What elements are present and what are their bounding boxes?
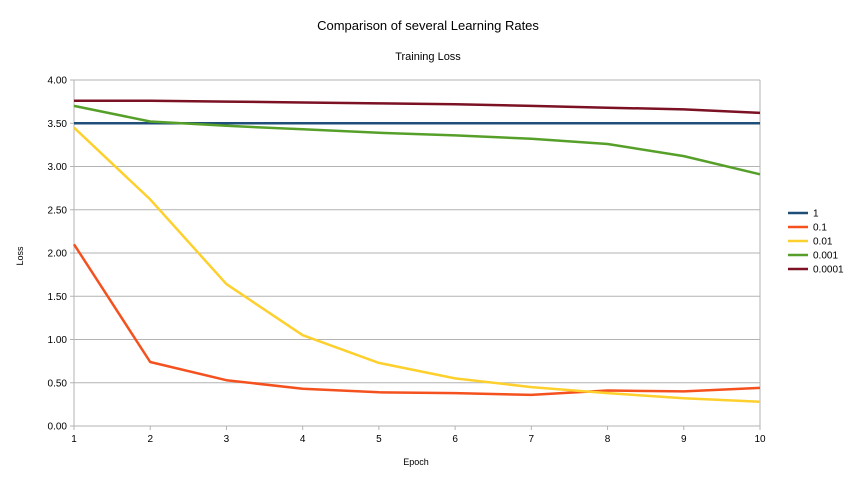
legend-label-4: 0.0001 [813, 265, 844, 276]
gridlines [70, 79, 761, 430]
x-axis-ticks: 1 2 3 4 5 6 7 8 9 10 [71, 434, 766, 445]
series-line-4 [74, 99, 761, 115]
legend-label-2: 0.01 [813, 237, 833, 248]
y-tick-label: 2.50 [48, 205, 68, 216]
chart-title: Comparison of several Learning Rates [317, 18, 539, 33]
y-tick-label: 0.00 [48, 422, 68, 433]
x-tick-label: 2 [147, 434, 153, 445]
y-tick-label: 3.00 [48, 162, 68, 173]
series-lines [72, 99, 761, 404]
legend-label-1: 0.1 [813, 223, 827, 234]
y-tick-label: 1.50 [48, 292, 68, 303]
x-tick-label: 6 [452, 434, 458, 445]
y-tick-label: 3.50 [48, 119, 68, 130]
y-tick-label: 0.50 [48, 378, 68, 389]
legend: 1 0.1 0.01 0.001 0.0001 [788, 209, 844, 276]
chart-subtitle: Training Loss [395, 51, 461, 63]
x-tick-label: 5 [376, 434, 382, 445]
x-axis-title: Epoch [403, 457, 429, 467]
x-tick-label: 8 [605, 434, 611, 445]
y-tick-label: 2.00 [48, 249, 68, 260]
x-tick-label: 9 [681, 434, 687, 445]
y-axis-ticks: 0.00 0.50 1.00 1.50 2.00 2.50 3.00 3.50 4.00 [48, 76, 68, 433]
y-tick-label: 4.00 [48, 76, 68, 87]
x-tick-label: 1 [71, 434, 77, 445]
series-line-1 [72, 243, 761, 397]
y-axis-title: Loss [15, 246, 25, 266]
legend-label-0: 1 [813, 209, 819, 220]
y-tick-label: 1.00 [48, 335, 68, 346]
series-line-2 [73, 126, 761, 404]
legend-label-3: 0.001 [813, 251, 838, 262]
x-tick-label: 7 [529, 434, 535, 445]
series-line-3 [73, 104, 761, 176]
x-tick-label: 4 [300, 434, 306, 445]
x-tick-label: 3 [224, 434, 230, 445]
x-tick-label: 10 [754, 434, 766, 445]
